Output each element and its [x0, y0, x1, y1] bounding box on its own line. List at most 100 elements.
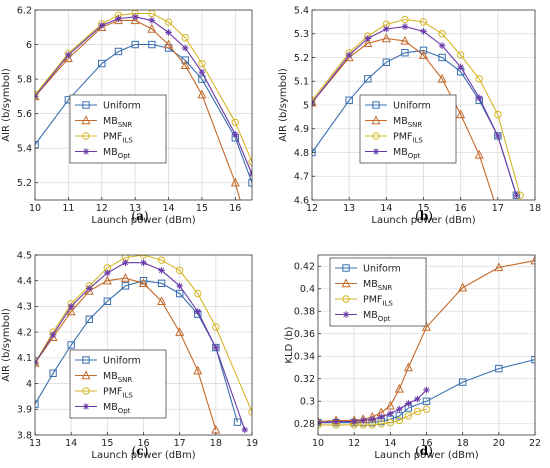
x-tick-label: 15 — [196, 203, 208, 214]
x-tick-label: 19 — [246, 438, 258, 449]
x-tick-label: 10 — [312, 438, 324, 449]
x-tick-label: 14 — [65, 438, 77, 449]
data-point — [495, 133, 502, 140]
data-point — [241, 427, 248, 434]
data-point — [149, 17, 156, 24]
x-tick-label: 16 — [229, 203, 241, 214]
panel-caption: (b) — [415, 209, 433, 223]
x-tick-label: 16 — [455, 203, 467, 214]
chart-panel-2: 12 13 14 15 16 17 184.64.74.84.955.15.25.35.4L… — [278, 5, 541, 226]
y-tick-label: 0.28 — [294, 419, 315, 430]
x-tick-label: 17 — [174, 438, 186, 449]
y-tick-label: 5.4 — [17, 143, 32, 154]
x-tick-label: 22 — [529, 438, 541, 449]
y-tick-label: 0.38 — [294, 307, 315, 318]
y-tick-label: 0.4 — [300, 284, 315, 295]
x-tick-label: 10 — [29, 203, 41, 214]
data-point — [158, 267, 165, 274]
data-point — [476, 95, 483, 102]
data-point — [182, 45, 189, 52]
legend-swatch-marker — [373, 148, 380, 155]
data-point — [248, 239, 255, 246]
y-tick-label: 5.3 — [294, 29, 309, 40]
x-tick-label: 13 — [343, 203, 355, 214]
data-point — [420, 28, 427, 35]
data-point — [115, 15, 122, 22]
y-tick-label: 4.6 — [294, 195, 309, 206]
x-tick-label: 17 — [492, 203, 504, 214]
x-tick-label: 11 — [62, 203, 74, 214]
x-tick-label: 18 — [457, 438, 469, 449]
panel-caption: (a) — [131, 209, 148, 223]
chart-panel-4: 10 12 14 16 18 20 22 0.28 0.3 0.32 0.34 0.36 0.38 0.4… — [284, 255, 541, 461]
legend: UniformMBSNRPMFILSMBOpt — [70, 350, 166, 418]
y-tick-label: 3.9 — [17, 405, 32, 416]
y-tick-label: 0.34 — [294, 352, 315, 363]
data-point — [402, 23, 409, 30]
legend-label: Uniform — [103, 101, 141, 112]
y-tick-label: 4.4 — [17, 276, 32, 287]
y-tick-label: 4.7 — [294, 172, 309, 183]
data-point — [194, 308, 201, 315]
data-point — [369, 416, 376, 423]
y-tick-label: 4.8 — [294, 148, 309, 159]
y-tick-label: 5.1 — [294, 77, 309, 88]
legend-label: Uniform — [363, 264, 401, 275]
x-tick-label: 12 — [96, 203, 108, 214]
y-tick-label: 5 — [303, 100, 309, 111]
x-tick-label: 12 — [348, 438, 360, 449]
y-axis-label: KLD (b) — [284, 326, 295, 363]
x-tick-label: 14 — [380, 203, 392, 214]
data-point — [140, 259, 147, 266]
data-point — [132, 14, 139, 21]
data-point — [68, 303, 75, 310]
y-tick-label: 5.2 — [294, 53, 309, 64]
y-tick-label: 4.3 — [17, 302, 32, 313]
legend-label: Uniform — [103, 356, 141, 367]
legend: UniformMBSNRPMFILSMBOpt — [70, 95, 166, 163]
y-axis-label: AIR (b/symbol) — [278, 68, 289, 142]
x-tick-label: 14 — [162, 203, 174, 214]
y-tick-label: 0.3 — [300, 397, 315, 408]
data-point — [364, 35, 371, 42]
panel-caption: (d) — [415, 444, 433, 458]
y-tick-label: 6 — [26, 40, 32, 51]
data-point — [423, 387, 430, 394]
y-tick-label: 5.6 — [17, 109, 32, 120]
data-point — [165, 29, 172, 36]
data-point — [234, 419, 240, 425]
data-point — [232, 131, 239, 138]
chart-panel-3: 13 14 15 16 17 18 193.83.944.14.24.34.44.5Laun… — [1, 250, 258, 461]
data-point — [98, 22, 105, 29]
y-tick-label: 4 — [26, 379, 32, 390]
y-tick-label: 0.36 — [294, 329, 315, 340]
y-tick-label: 3.8 — [17, 430, 32, 441]
y-tick-label: 4.1 — [17, 353, 32, 364]
y-tick-label: 0.32 — [294, 374, 315, 385]
y-tick-label: 4.2 — [17, 327, 32, 338]
x-tick-label: 15 — [101, 438, 113, 449]
legend-label: Uniform — [393, 101, 431, 112]
y-tick-label: 6.2 — [17, 5, 32, 16]
y-tick-label: 0.42 — [294, 262, 315, 273]
y-tick-label: 4.9 — [294, 124, 309, 135]
data-point — [396, 406, 403, 413]
chart-panel-1: 10 11 12 13 14 15 165.25.45.65.866.2Launch pow… — [1, 5, 256, 246]
x-tick-label: 20 — [493, 438, 505, 449]
y-tick-label: 5.2 — [17, 178, 32, 189]
x-tick-label: 18 — [529, 203, 541, 214]
legend: UniformMBSNRPMFILSMBOpt — [330, 258, 426, 326]
x-tick-label: 14 — [384, 438, 396, 449]
y-tick-label: 5.8 — [17, 74, 32, 85]
x-tick-label: 18 — [210, 438, 222, 449]
y-tick-label: 5.4 — [294, 5, 309, 16]
data-point — [378, 414, 385, 421]
data-point — [199, 69, 206, 76]
y-tick-label: 4.5 — [17, 250, 32, 261]
data-point — [213, 344, 220, 351]
legend-swatch-marker — [343, 311, 350, 318]
y-axis-label: AIR (b/symbol) — [1, 68, 12, 142]
panel-caption: (c) — [132, 444, 149, 458]
